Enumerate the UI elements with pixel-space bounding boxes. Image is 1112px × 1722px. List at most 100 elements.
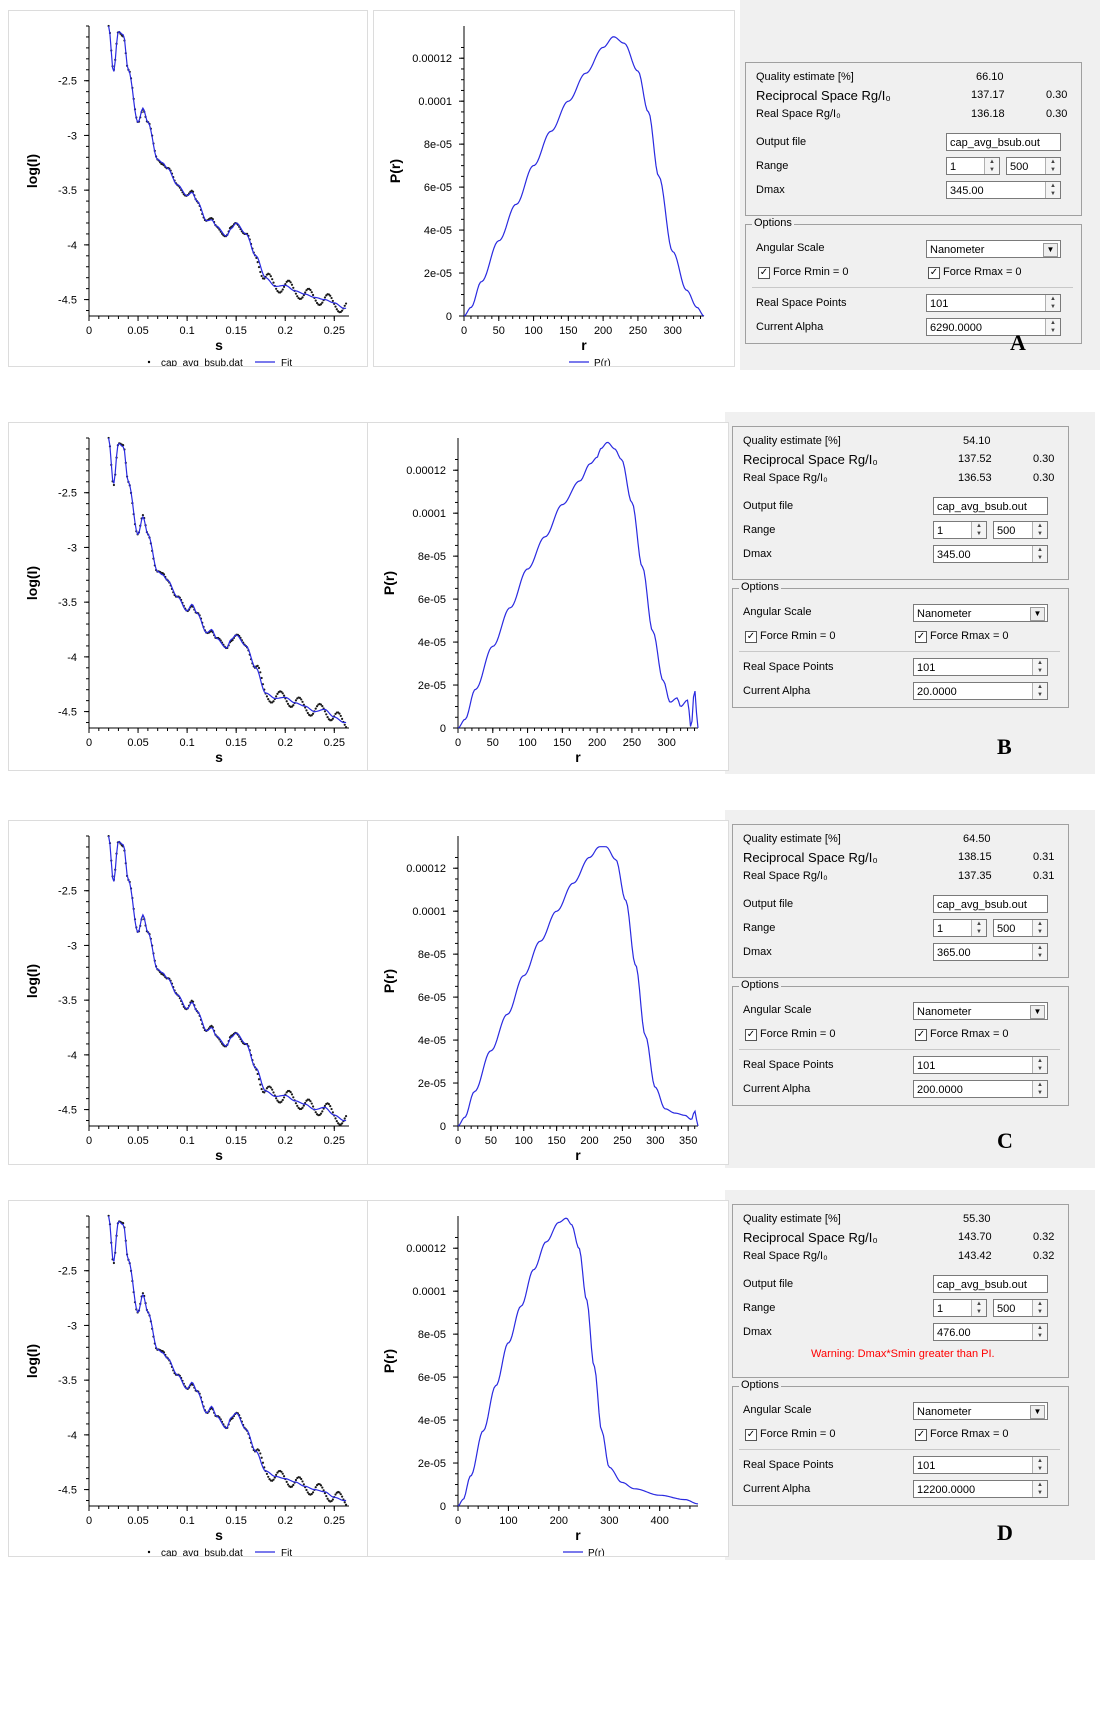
- data-point: [272, 700, 275, 703]
- data-point: [294, 1102, 298, 1105]
- real-space-points-spinbox[interactable]: 101 ▲ ▼: [926, 294, 1061, 312]
- data-point: [344, 302, 348, 305]
- chevron-down-icon[interactable]: ▼: [1043, 243, 1058, 257]
- intensity-plot: 0 0.05 0.1 0.15 0.2 0.25 -2.5 -3 -3.5 -4 -4.5 log(I…: [8, 820, 368, 1165]
- x-tick-label: 0.2: [278, 1515, 293, 1527]
- data-point: [330, 1499, 333, 1503]
- current-alpha-spinbox[interactable]: 12200.0000 ▲ ▼: [913, 1480, 1048, 1498]
- dmax-spinbox[interactable]: 476.00 ▲ ▼: [933, 1323, 1048, 1341]
- angular-scale-select[interactable]: Nanometer ▼: [913, 604, 1048, 622]
- range-from-spinbox[interactable]: 1 ▲ ▼: [946, 157, 1000, 175]
- current-alpha-spinbox[interactable]: 200.0000 ▲ ▼: [913, 1080, 1048, 1098]
- chevron-down-icon[interactable]: ▼: [1030, 1005, 1045, 1019]
- legend-point-marker: [147, 360, 151, 364]
- y-tick-label: 2e-05: [424, 268, 452, 280]
- force-rmax-checkbox[interactable]: ✓: [915, 631, 927, 643]
- real-label: Real Space Rg/I₀: [743, 1250, 828, 1262]
- data-point: [304, 706, 307, 709]
- force-rmin-label: Force Rmin = 0: [760, 630, 836, 642]
- range-from-spinbox[interactable]: 1 ▲ ▼: [933, 919, 987, 937]
- angular-scale-select[interactable]: Nanometer ▼: [913, 1002, 1048, 1020]
- range-to-spinbox[interactable]: 500 ▲ ▼: [1006, 157, 1061, 175]
- spin-arrows-icon[interactable]: ▲ ▼: [971, 920, 986, 936]
- data-point: [290, 1093, 294, 1096]
- output-file-input[interactable]: cap_avg_bsub.out: [933, 1275, 1048, 1293]
- angular-scale-select[interactable]: Nanometer ▼: [913, 1402, 1048, 1420]
- output-file-input[interactable]: cap_avg_bsub.out: [933, 895, 1048, 913]
- dmax-spinbox[interactable]: 365.00 ▲ ▼: [933, 943, 1048, 961]
- current-alpha-spinbox[interactable]: 6290.0000 ▲ ▼: [926, 318, 1061, 336]
- spin-arrows-icon[interactable]: ▲ ▼: [1032, 944, 1047, 960]
- real-i0-value: 0.30: [1046, 108, 1068, 120]
- y-axis-label: log(I): [24, 964, 40, 998]
- force-rmax-checkbox[interactable]: ✓: [915, 1429, 927, 1441]
- range-label: Range: [743, 1302, 776, 1314]
- data-point: [334, 1117, 337, 1120]
- force-rmin-checkbox[interactable]: ✓: [745, 631, 757, 643]
- range-from-spinbox[interactable]: 1 ▲ ▼: [933, 521, 987, 539]
- spin-arrows-icon[interactable]: ▲ ▼: [1032, 1300, 1047, 1316]
- spin-arrows-icon[interactable]: ▲ ▼: [1045, 319, 1060, 335]
- data-point: [330, 1107, 333, 1111]
- real-space-points-spinbox[interactable]: 101 ▲ ▼: [913, 1056, 1048, 1074]
- options-group-title: Options: [739, 979, 781, 991]
- x-tick-label: 0.15: [225, 737, 246, 749]
- spin-arrows-icon[interactable]: ▲ ▼: [1032, 920, 1047, 936]
- force-rmin-checkbox[interactable]: ✓: [758, 267, 770, 279]
- spin-arrows-icon[interactable]: ▲ ▼: [1032, 659, 1047, 675]
- real-space-points-spinbox[interactable]: 101 ▲ ▼: [913, 658, 1048, 676]
- force-rmax-checkbox[interactable]: ✓: [928, 267, 940, 279]
- force-rmin-checkbox[interactable]: ✓: [745, 1029, 757, 1041]
- results-group: Quality estimate [%] 55.30 Reciprocal Spac…: [732, 1204, 1069, 1378]
- spin-arrows-icon[interactable]: ▲ ▼: [1032, 1457, 1047, 1473]
- spin-arrows-icon[interactable]: ▲ ▼: [1032, 1057, 1047, 1073]
- spin-arrows-icon[interactable]: ▲ ▼: [1045, 158, 1060, 174]
- range-to-spinbox[interactable]: 500 ▲ ▼: [993, 1299, 1048, 1317]
- output-file-input[interactable]: cap_avg_bsub.out: [946, 133, 1061, 151]
- chevron-down-icon[interactable]: ▼: [1030, 1405, 1045, 1419]
- range-to-spinbox[interactable]: 500 ▲ ▼: [993, 521, 1048, 539]
- data-point: [260, 1456, 263, 1459]
- real-space-points-spinbox[interactable]: 101 ▲ ▼: [913, 1456, 1048, 1474]
- spin-arrows-icon[interactable]: ▲ ▼: [984, 158, 999, 174]
- data-point: [301, 296, 304, 299]
- data-point: [310, 1102, 313, 1105]
- reciprocal-rg-value: 137.17: [971, 89, 1005, 101]
- spin-arrows-icon[interactable]: ▲ ▼: [1032, 546, 1047, 562]
- spin-arrows-icon[interactable]: ▲ ▼: [1045, 182, 1060, 198]
- y-tick-label: 0: [440, 723, 446, 735]
- angular-scale-select[interactable]: Nanometer ▼: [926, 240, 1061, 258]
- spin-arrows-icon[interactable]: ▲ ▼: [971, 522, 986, 538]
- spin-arrows-icon[interactable]: ▲ ▼: [1045, 295, 1060, 311]
- current-alpha-spinbox[interactable]: 20.0000 ▲ ▼: [913, 682, 1048, 700]
- options-group: Options Angular Scale Nanometer ▼ ✓ Force Rmi…: [745, 217, 1082, 344]
- x-tick-label: 0.1: [179, 325, 194, 337]
- chevron-down-icon[interactable]: ▼: [1030, 607, 1045, 621]
- results-group: Quality estimate [%] 64.50 Reciprocal Spac…: [732, 824, 1069, 978]
- options-divider: [739, 651, 1060, 652]
- spin-arrows-icon[interactable]: ▲ ▼: [1032, 683, 1047, 699]
- range-to-value: 500: [997, 923, 1016, 935]
- dmax-spinbox[interactable]: 345.00 ▲ ▼: [946, 181, 1061, 199]
- spin-arrows-icon[interactable]: ▲ ▼: [1032, 1481, 1047, 1497]
- x-axis-label: r: [575, 1147, 581, 1163]
- force-rmin-checkbox[interactable]: ✓: [745, 1429, 757, 1441]
- force-rmax-checkbox[interactable]: ✓: [915, 1029, 927, 1041]
- range-from-spinbox[interactable]: 1 ▲ ▼: [933, 1299, 987, 1317]
- dmax-value: 345.00: [950, 185, 984, 197]
- intensity-svg: 0 0.05 0.1 0.15 0.2 0.25 -2.5 -3 -3.5 -4 -4.5 log(I…: [24, 24, 349, 366]
- spin-arrows-icon[interactable]: ▲ ▼: [1032, 1324, 1047, 1340]
- dmax-spinbox[interactable]: 345.00 ▲ ▼: [933, 545, 1048, 563]
- data-point: [308, 1098, 311, 1101]
- data-point: [300, 1477, 303, 1481]
- y-tick-label: 4e-05: [418, 637, 446, 649]
- output-file-input[interactable]: cap_avg_bsub.out: [933, 497, 1048, 515]
- pr-plot: 0 50 100 150 200 250 300 350 0 2e-05 4e-05 6e-05 8e-…: [367, 820, 729, 1165]
- intensity-svg: 0 0.05 0.1 0.15 0.2 0.25 -2.5 -3 -3.5 -4 -4.5 log(I…: [24, 436, 349, 765]
- range-to-spinbox[interactable]: 500 ▲ ▼: [993, 919, 1048, 937]
- spin-arrows-icon[interactable]: ▲ ▼: [1032, 1081, 1047, 1097]
- spin-arrows-icon[interactable]: ▲ ▼: [971, 1300, 986, 1316]
- panel-letter: C: [997, 1128, 1013, 1153]
- spin-arrows-icon[interactable]: ▲ ▼: [1032, 522, 1047, 538]
- dmax-warning: Warning: Dmax*Smin greater than PI.: [811, 1348, 995, 1360]
